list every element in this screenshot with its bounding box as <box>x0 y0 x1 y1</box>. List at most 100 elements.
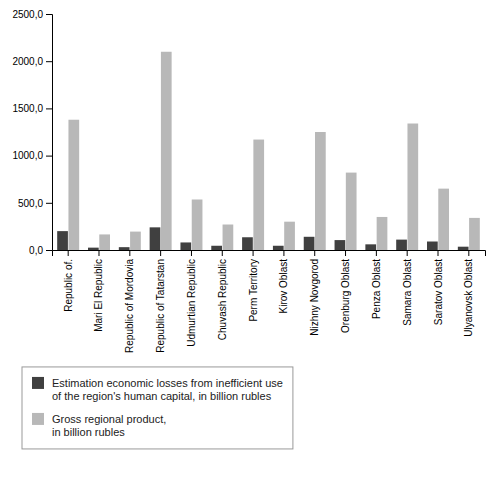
bar <box>396 240 407 250</box>
bar <box>458 247 469 250</box>
x-tick: Chuvash Republic <box>217 250 228 340</box>
y-tick: 500,0 <box>18 198 52 209</box>
y-tick-label: 0,0 <box>29 245 43 256</box>
bar <box>99 234 110 250</box>
x-tick-label: Republic of. <box>63 259 74 312</box>
bar <box>407 124 418 250</box>
bar <box>119 247 130 250</box>
y-tick-mark <box>46 14 52 15</box>
x-tick: Udmurtian Republic <box>186 250 197 347</box>
x-tick: Mari El Republic <box>93 250 104 332</box>
x-tick-mark <box>283 250 284 256</box>
x-tick: Republic of Mordovia <box>124 250 135 353</box>
x-tick: Saratov Oblast <box>433 250 444 325</box>
x-tick-mark <box>191 250 192 256</box>
x-tick-label: Penza Oblast <box>371 259 382 319</box>
x-tick-label: Udmurtian Republic <box>186 259 197 347</box>
y-tick: 2000,0 <box>12 56 52 67</box>
y-axis: 0,0 500,0 1000,0 1500,0 2000,0 2500,0 <box>12 9 52 256</box>
bar <box>335 240 346 250</box>
bar <box>161 52 172 250</box>
bar <box>150 227 161 250</box>
x-tick-label: Chuvash Republic <box>217 259 228 340</box>
x-tick-mark <box>253 250 254 256</box>
bar <box>253 140 264 250</box>
bar <box>130 232 141 250</box>
bars <box>57 52 480 250</box>
x-tick: Republic of Tatarstan <box>155 250 166 353</box>
legend-swatch <box>32 413 44 425</box>
bar <box>377 217 388 250</box>
x-tick-label: Perm Territory <box>248 259 259 322</box>
bar <box>68 120 79 250</box>
bar <box>242 237 253 250</box>
y-tick: 0,0 <box>29 245 52 256</box>
bar <box>365 244 376 250</box>
y-tick-label: 1500,0 <box>12 103 43 114</box>
bar <box>427 242 438 250</box>
x-tick-mark <box>160 250 161 256</box>
bar <box>223 225 234 250</box>
x-tick-label: Republic of Mordovia <box>124 259 135 353</box>
legend-frame <box>22 367 293 449</box>
legend-label: Gross regional product,in billion rubles <box>52 413 166 438</box>
bar <box>438 189 449 250</box>
x-tick-label: Ulyanovsk Oblast <box>463 259 474 337</box>
y-tick-label: 500,0 <box>18 198 43 209</box>
bar <box>284 222 295 250</box>
x-tick-mark <box>407 250 408 256</box>
x-tick: Perm Territory <box>248 250 259 322</box>
x-tick-mark <box>98 250 99 256</box>
bar <box>57 231 68 250</box>
x-tick-label: Mari El Republic <box>93 259 104 332</box>
y-tick-label: 2500,0 <box>12 9 43 20</box>
x-tick-mark <box>314 250 315 256</box>
bar <box>469 218 480 250</box>
y-tick-mark <box>46 203 52 204</box>
x-tick-mark <box>468 250 469 256</box>
bar-series <box>68 52 479 250</box>
x-tick-mark <box>345 250 346 256</box>
x-axis-line <box>53 251 486 257</box>
y-tick-mark <box>46 250 52 251</box>
legend-swatch <box>32 377 44 389</box>
legend-item: Gross regional product,in billion rubles <box>32 413 166 438</box>
x-tick: Ulyanovsk Oblast <box>463 250 474 337</box>
bar <box>211 246 222 250</box>
bar <box>192 199 203 250</box>
y-tick-mark <box>46 108 52 109</box>
legend-label: Estimation economic losses from ineffici… <box>52 377 283 402</box>
y-tick-mark <box>46 61 52 62</box>
x-tick-mark <box>129 250 130 256</box>
x-tick: Nizhny Novgorod <box>309 250 320 336</box>
bar <box>304 237 315 250</box>
y-tick-mark <box>46 156 52 157</box>
x-tick-label: Orenburg Oblast <box>340 259 351 333</box>
legend-item: Estimation economic losses from ineffici… <box>32 377 283 402</box>
x-tick-label: Kirov Oblast <box>278 259 289 314</box>
y-tick: 2500,0 <box>12 9 52 20</box>
x-tick-mark <box>438 250 439 256</box>
x-tick: Kirov Oblast <box>278 250 289 313</box>
bar <box>180 242 191 250</box>
x-tick-label: Nizhny Novgorod <box>309 259 320 336</box>
x-tick: Republic of. <box>63 250 74 312</box>
x-axis: Republic of. Mari El Republic Republic of … <box>53 250 486 353</box>
legend: Estimation economic losses from ineffici… <box>22 367 293 449</box>
y-axis-line <box>46 15 53 251</box>
x-tick: Samara Oblast <box>402 250 413 326</box>
x-tick-mark <box>68 250 69 256</box>
y-tick: 1000,0 <box>12 150 52 161</box>
y-tick: 1500,0 <box>12 103 52 114</box>
bar <box>315 132 326 250</box>
bar <box>346 173 357 250</box>
x-tick-mark <box>222 250 223 256</box>
x-tick-label: Saratov Oblast <box>433 259 444 325</box>
bar <box>88 248 99 250</box>
x-tick: Orenburg Oblast <box>340 250 351 333</box>
bar <box>273 246 284 250</box>
x-tick-label: Samara Oblast <box>402 259 413 326</box>
x-tick-mark <box>376 250 377 256</box>
y-tick-label: 2000,0 <box>12 56 43 67</box>
y-tick-label: 1000,0 <box>12 150 43 161</box>
